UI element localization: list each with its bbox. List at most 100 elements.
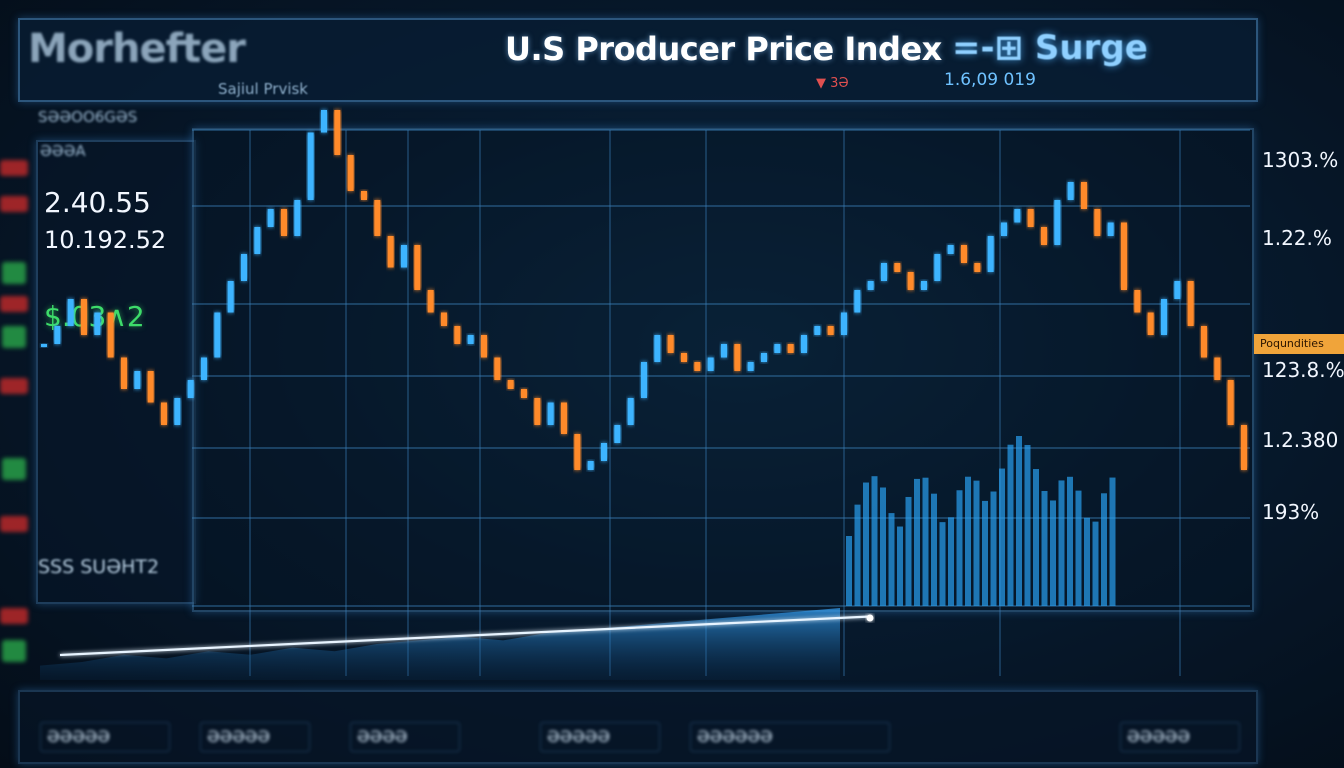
candle-body xyxy=(507,380,514,389)
candle-body xyxy=(134,371,141,389)
candle-body xyxy=(1081,182,1087,209)
volume-bar xyxy=(1075,490,1082,606)
volume-bar xyxy=(846,536,852,606)
candle-body xyxy=(1001,222,1007,236)
candle-body xyxy=(1147,312,1154,335)
candle-body xyxy=(707,357,714,371)
ticker-cell: ƏƏƏƏƏ xyxy=(40,722,170,752)
candle-body xyxy=(881,263,887,281)
candle-body xyxy=(241,254,247,281)
candle-body xyxy=(281,209,287,236)
candle-body xyxy=(427,290,434,313)
volume-bar xyxy=(948,517,954,606)
candle-body xyxy=(1214,357,1221,380)
right-axis-label: 1.2.380 xyxy=(1262,428,1339,452)
candle-body xyxy=(481,335,487,358)
volume-bar xyxy=(1067,476,1073,606)
volume-bar xyxy=(1101,493,1107,606)
volume-bar xyxy=(863,482,869,606)
edge-indicator-red xyxy=(0,516,28,532)
candle-body xyxy=(1107,222,1114,236)
candle-body xyxy=(1014,209,1021,223)
candle-body xyxy=(267,209,274,227)
right-axis-label: 123.8.% xyxy=(1262,358,1344,382)
candle-body xyxy=(734,344,741,371)
candle-body xyxy=(627,398,634,425)
candle-body xyxy=(161,402,167,425)
candle-body xyxy=(801,335,807,353)
ticker-footer xyxy=(18,690,1258,764)
ticker-cell: ƏƏƏƏƏ xyxy=(1120,722,1240,752)
candle-body xyxy=(441,312,447,326)
candle-body xyxy=(721,344,727,358)
ticker-cell: ƏƏƏƏ xyxy=(350,722,460,752)
left-panel-subheader: ƏƏƏA xyxy=(40,142,86,160)
candle-body xyxy=(227,281,234,313)
volume-bar xyxy=(973,480,980,606)
candle-body xyxy=(761,353,767,362)
candle-body xyxy=(294,200,301,236)
candle-body xyxy=(667,335,674,353)
volume-bar xyxy=(1084,517,1090,606)
candle-body xyxy=(934,254,941,281)
volume-bar xyxy=(956,490,963,606)
candle-body xyxy=(454,326,461,344)
volume-bar xyxy=(897,526,903,606)
candle-body xyxy=(387,236,394,268)
header-change-indicator: ▼ 3Ə xyxy=(816,76,849,91)
candle-body xyxy=(641,362,647,398)
volume-bar xyxy=(982,500,988,606)
volume-bar xyxy=(880,487,886,606)
volume-bar xyxy=(999,468,1005,606)
candle-body xyxy=(814,326,821,335)
volume-bar xyxy=(931,493,937,606)
candle-body xyxy=(1041,227,1047,245)
stat-value-2: 10.192.52 xyxy=(44,226,167,254)
candle-body xyxy=(41,344,47,347)
candle-body xyxy=(521,389,527,398)
candle-body xyxy=(54,326,61,344)
candle-body xyxy=(81,299,87,335)
chart-title: U.S Producer Price Index xyxy=(505,30,942,68)
candle-body xyxy=(401,245,407,268)
edge-indicator-red xyxy=(0,378,28,394)
edge-indicator-green xyxy=(2,326,26,348)
candle-body xyxy=(921,281,927,290)
volume-bar xyxy=(1007,444,1014,606)
volume-bar xyxy=(1041,490,1048,606)
candle-body xyxy=(254,227,261,254)
candle-body xyxy=(1094,209,1101,236)
candle-body xyxy=(307,132,314,200)
volume-bar xyxy=(965,476,971,606)
volume-bar xyxy=(1024,444,1031,606)
candle-body xyxy=(201,357,207,380)
ticker-cell: ƏƏƏƏƏ xyxy=(200,722,310,752)
candle-body xyxy=(107,312,114,358)
candle-body xyxy=(67,299,74,326)
candle-body xyxy=(321,110,327,133)
candle-body xyxy=(1027,209,1034,227)
chart-title-accent: =-⊞ Surge xyxy=(952,28,1148,68)
candle-body xyxy=(907,272,914,290)
volume-bar xyxy=(1109,477,1116,606)
volume-bar xyxy=(1092,521,1099,606)
candle-body xyxy=(494,357,501,380)
edge-indicator-red xyxy=(0,608,28,624)
candle-body xyxy=(214,312,221,358)
candle-body xyxy=(841,312,847,335)
candle-body xyxy=(1067,182,1074,200)
edge-indicator-red xyxy=(0,196,28,212)
candle-body xyxy=(681,353,687,362)
edge-indicator-green xyxy=(2,458,26,480)
candle-body xyxy=(347,155,354,191)
volume-bar xyxy=(905,496,912,606)
volume-bar xyxy=(854,504,861,606)
candle-body xyxy=(187,380,194,398)
right-axis-badge: Poqundities xyxy=(1254,334,1344,354)
volume-bar xyxy=(922,477,929,606)
candle-body xyxy=(414,245,421,290)
left-panel-footer: SSS SUƏHT2 xyxy=(38,556,160,578)
right-axis-label: 1303.% xyxy=(1262,148,1339,172)
edge-indicator-green xyxy=(2,262,26,284)
stat-value-price: $.03∧2 xyxy=(44,300,145,333)
